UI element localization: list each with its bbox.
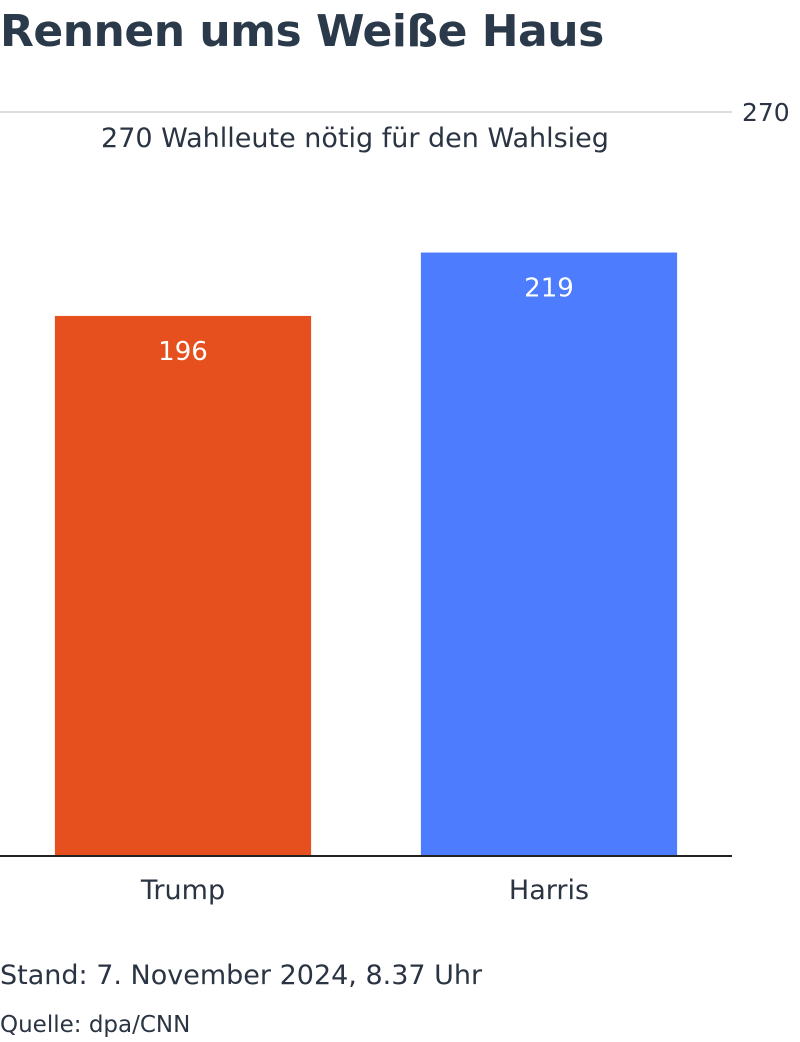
data-label-harris: 219 (524, 274, 574, 304)
timestamp-note: Stand: 7. November 2024, 8.37 Uhr (0, 960, 483, 991)
threshold-value-label: 270 (742, 98, 790, 127)
bar-harris (420, 252, 678, 857)
data-label-trump: 196 (158, 337, 208, 367)
threshold-annotation: 270 Wahlleute nötig für den Wahlsieg (101, 123, 609, 154)
source-note: Quelle: dpa/CNN (0, 1012, 191, 1038)
chart-title: Rennen ums Weiße Haus (0, 6, 604, 57)
bars-group: 196 219 (54, 252, 678, 857)
x-tick-label-trump: Trump (140, 875, 225, 906)
x-tick-labels: Trump Harris (140, 875, 589, 906)
bar-trump (54, 315, 312, 856)
x-tick-label-harris: Harris (509, 875, 589, 906)
bar-chart: 270 270 Wahlleute nötig für den Wahlsieg… (0, 98, 790, 906)
